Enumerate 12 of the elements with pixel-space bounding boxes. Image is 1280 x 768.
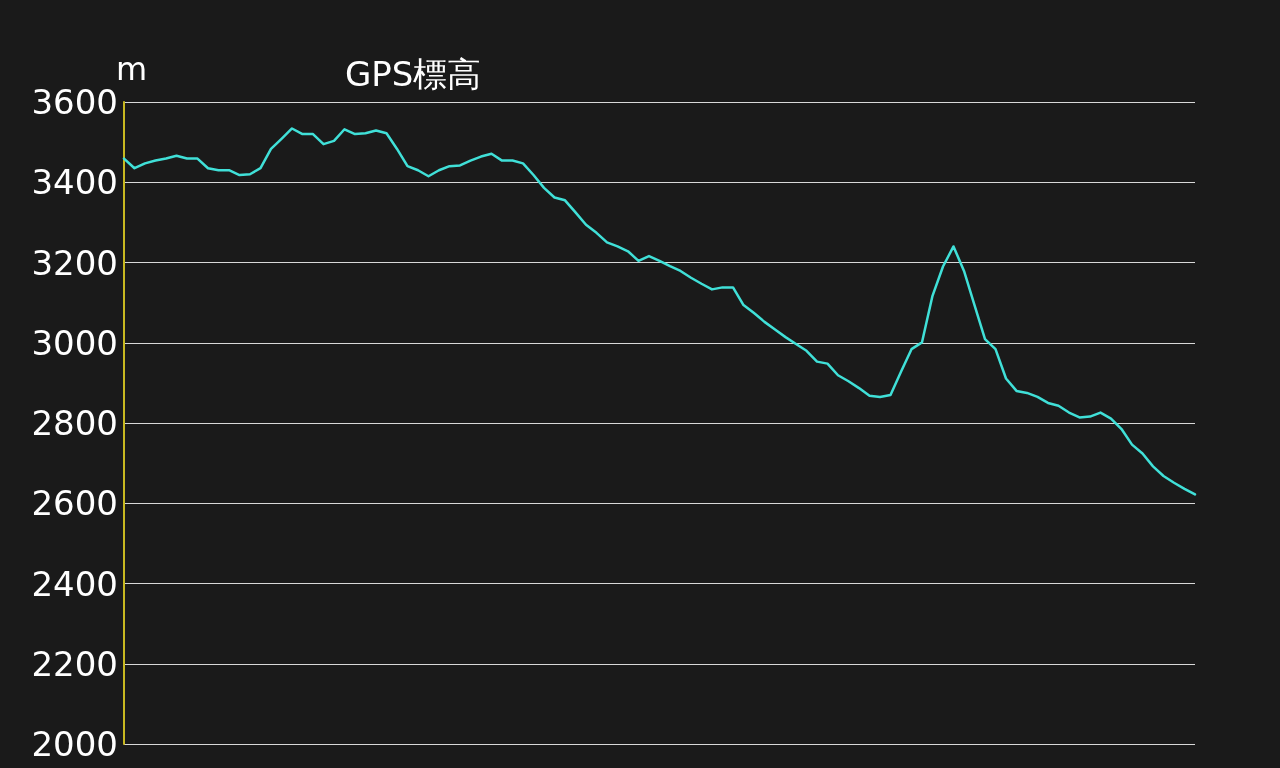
y-tick-label: 3600 xyxy=(31,82,118,122)
y-tick-label: 3200 xyxy=(31,242,118,283)
chart-title: GPS標高 xyxy=(345,54,482,94)
y-tick-label: 2600 xyxy=(31,483,118,524)
y-tick-label: 2800 xyxy=(31,403,118,443)
y-axis-title: m xyxy=(116,50,148,89)
y-tick-label: 2200 xyxy=(31,643,118,684)
y-tick-label: 3000 xyxy=(31,322,118,363)
y-tick-label: 2000 xyxy=(31,724,118,764)
y-tick-label: 2400 xyxy=(31,563,118,604)
line-series xyxy=(122,127,1197,496)
y-tick-label: 3400 xyxy=(31,162,118,203)
